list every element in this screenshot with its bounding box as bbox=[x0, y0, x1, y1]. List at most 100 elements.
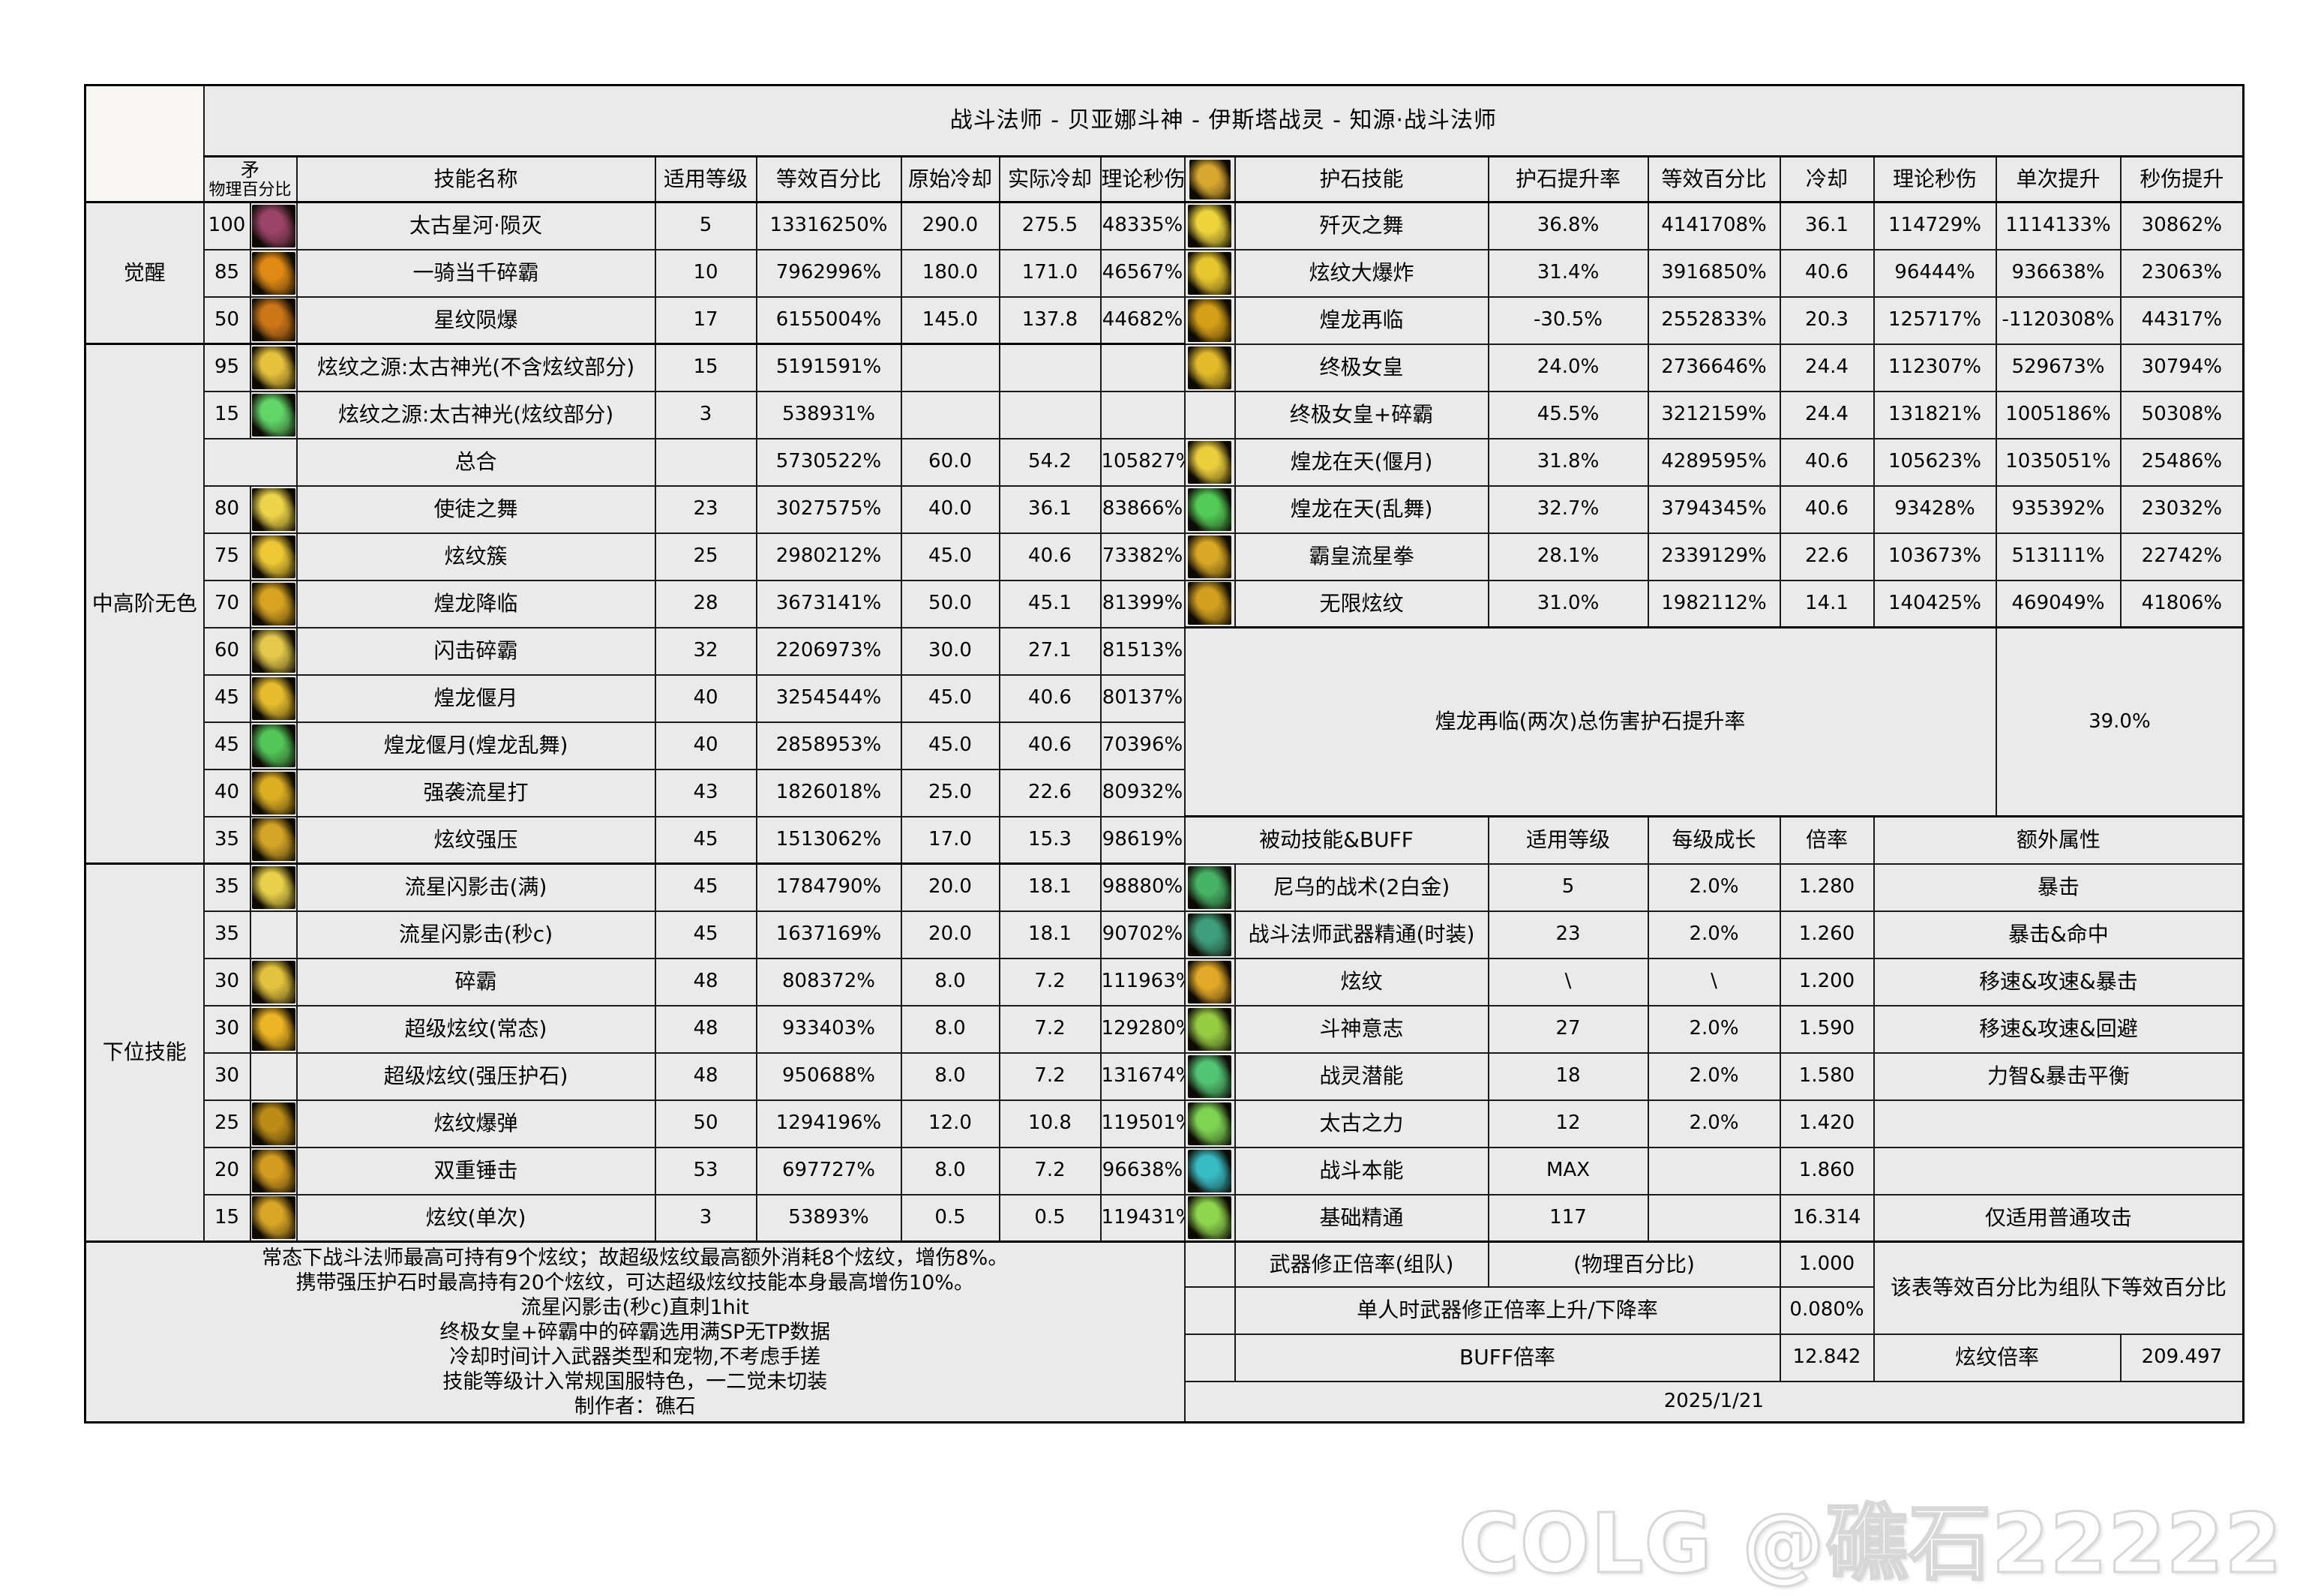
skill-dps-cell: 96638% bbox=[1099, 1146, 1186, 1196]
skill-name-cell: 闪击碎霸 bbox=[295, 626, 656, 676]
skill-level-cell: 17 bbox=[654, 296, 757, 345]
skill-cd-real-cell: 7.2 bbox=[998, 957, 1102, 1006]
skill-dps-cell: 119431% bbox=[1099, 1193, 1186, 1243]
physical-pct-cell: 100 bbox=[202, 201, 251, 250]
passive-extra-cell: 仅适用普通攻击 bbox=[1873, 1193, 2245, 1243]
skill-level-cell: 45 bbox=[654, 815, 757, 865]
passive-growth-cell bbox=[1647, 1193, 1781, 1243]
stone-dps-cell: 105623% bbox=[1873, 437, 1997, 487]
doushen-yizhi-icon bbox=[1188, 1007, 1231, 1051]
skill-dps-cell: 111963% bbox=[1099, 957, 1186, 1006]
skill-cd-base-cell: 180.0 bbox=[900, 248, 1000, 298]
skill-cd-base-cell: 60.0 bbox=[900, 437, 1000, 487]
physical-pct-cell: 95 bbox=[202, 343, 251, 392]
stone-rate-cell: 32.7% bbox=[1487, 484, 1649, 534]
skill-cd-base-cell: 0.5 bbox=[900, 1193, 1000, 1243]
passive-growth-cell: 2.0% bbox=[1647, 862, 1781, 912]
stone-name-cell: 霸皇流星拳 bbox=[1234, 532, 1489, 581]
skill-cd-base-cell: 45.0 bbox=[900, 721, 1000, 770]
stone-dps-cell: 93428% bbox=[1873, 484, 1997, 534]
skill-equiv-cell: 5730522% bbox=[755, 437, 902, 487]
xuanwen-baodan-icon bbox=[251, 1102, 295, 1145]
stone-dps-up-cell: 30862% bbox=[2119, 201, 2245, 250]
stone-dps-up-cell: 23032% bbox=[2119, 484, 2245, 534]
skill-equiv-cell: 3027575% bbox=[755, 484, 902, 534]
stone-dps-up-cell: 22742% bbox=[2119, 532, 2245, 581]
liuxing-shanyingji-man-icon bbox=[251, 866, 295, 909]
stone-dps-cell: 112307% bbox=[1873, 343, 1997, 392]
passive-level-cell: 18 bbox=[1487, 1052, 1649, 1101]
skill-cd-base-cell: 20.0 bbox=[900, 862, 1000, 912]
skill-equiv-cell: 538931% bbox=[755, 390, 902, 440]
skill-name-cell: 超级炫纹(强压护石) bbox=[295, 1052, 656, 1101]
passive-icon-cell bbox=[1183, 862, 1236, 912]
skill-equiv-cell: 3254544% bbox=[755, 674, 902, 723]
skill-icon-cell bbox=[249, 768, 298, 818]
stone-cd-cell: 20.3 bbox=[1779, 296, 1875, 345]
passive-mult-cell: 1.860 bbox=[1779, 1146, 1875, 1196]
footer-icon-empty-cell bbox=[1183, 1286, 1236, 1335]
skill-equiv-cell: 3673141% bbox=[755, 579, 902, 628]
skill-equiv-cell: 1513062% bbox=[755, 815, 902, 865]
xuanwen-cu-icon bbox=[251, 535, 295, 578]
skill-dps-cell: 81513% bbox=[1099, 626, 1186, 676]
physical-pct-cell: 35 bbox=[202, 862, 251, 912]
physical-pct-cell: 15 bbox=[202, 1193, 251, 1243]
skill-cd-base-cell: 30.0 bbox=[900, 626, 1000, 676]
skill-dps-cell: 83866% bbox=[1099, 484, 1186, 534]
skill-icon-cell bbox=[249, 484, 298, 534]
col-header-stone-skill: 护石技能 bbox=[1234, 155, 1489, 203]
skill-icon-cell bbox=[249, 1146, 298, 1196]
col-header-passive-growth: 每级成长 bbox=[1647, 815, 1781, 865]
skill-level-cell: 48 bbox=[654, 957, 757, 1006]
zhongji-nvhuang-icon bbox=[1188, 346, 1231, 389]
skill-level-cell: 48 bbox=[654, 1004, 757, 1054]
passive-mult-cell: 1.420 bbox=[1779, 1099, 1875, 1148]
skill-dps-cell: 98880% bbox=[1099, 862, 1186, 912]
passive-name-cell: 太古之力 bbox=[1234, 1099, 1489, 1148]
passive-icon-cell bbox=[1183, 1004, 1236, 1054]
passive-growth-cell: 2.0% bbox=[1647, 1099, 1781, 1148]
stone-rate-cell: -30.5% bbox=[1487, 296, 1649, 345]
passive-growth-cell: \ bbox=[1647, 957, 1781, 1006]
stone-equiv-cell: 2339129% bbox=[1647, 532, 1781, 581]
passive-level-cell: 23 bbox=[1487, 910, 1649, 959]
stone-icon-cell bbox=[1183, 343, 1236, 392]
physical-pct-cell: 70 bbox=[202, 579, 251, 628]
skill-dps-cell: 119501% bbox=[1099, 1099, 1186, 1148]
skill-icon-cell bbox=[249, 674, 298, 723]
passive-icon-cell bbox=[1183, 957, 1236, 1006]
skill-name-cell: 碎霸 bbox=[295, 957, 656, 1006]
skill-cd-base-cell: 50.0 bbox=[900, 579, 1000, 628]
skill-icon-cell bbox=[249, 910, 298, 959]
skill-icon-cell bbox=[249, 1004, 298, 1054]
weapon-fix-type-cell: (物理百分比) bbox=[1487, 1240, 1781, 1288]
passive-extra-cell bbox=[1873, 1099, 2245, 1148]
stone-rate-cell: 28.1% bbox=[1487, 532, 1649, 581]
skill-equiv-cell: 7962996% bbox=[755, 248, 902, 298]
col-header-stone-equiv: 等效百分比 bbox=[1647, 155, 1781, 203]
stone-single-cell: 469049% bbox=[1995, 579, 2122, 628]
passive-extra-cell: 力智&暴击平衡 bbox=[1873, 1052, 2245, 1101]
bahuang-liuxingquan-icon bbox=[1188, 535, 1231, 578]
passive-extra-cell: 暴击&命中 bbox=[1873, 910, 2245, 959]
stone-dps-cell: 96444% bbox=[1873, 248, 1997, 298]
stone-cd-cell: 40.6 bbox=[1779, 437, 1875, 487]
date-cell: 2025/1/21 bbox=[1183, 1380, 2245, 1424]
passive-extra-cell: 移速&攻速&暴击 bbox=[1873, 957, 2245, 1006]
xuanwen-zhiyuan-green-icon bbox=[251, 393, 295, 436]
skill-dps-cell: 48335% bbox=[1099, 201, 1186, 250]
skill-level-cell: 23 bbox=[654, 484, 757, 534]
stone-rate-cell: 45.5% bbox=[1487, 390, 1649, 440]
skill-name-cell: 流星闪影击(秒c) bbox=[295, 910, 656, 959]
huanglong-jianglin-icon bbox=[251, 582, 295, 626]
stone-name-cell: 无限炫纹 bbox=[1234, 579, 1489, 628]
physical-pct-cell: 30 bbox=[202, 1052, 251, 1101]
huanglong-luanwu-icon bbox=[251, 724, 295, 767]
skill-cd-base-cell: 40.0 bbox=[900, 484, 1000, 534]
zhandou-benneng-icon bbox=[1188, 1149, 1231, 1192]
stone-icon-cell bbox=[1183, 484, 1236, 534]
skill-level-cell: 15 bbox=[654, 343, 757, 392]
stone-cd-cell: 24.4 bbox=[1779, 343, 1875, 392]
skill-level-cell: 32 bbox=[654, 626, 757, 676]
